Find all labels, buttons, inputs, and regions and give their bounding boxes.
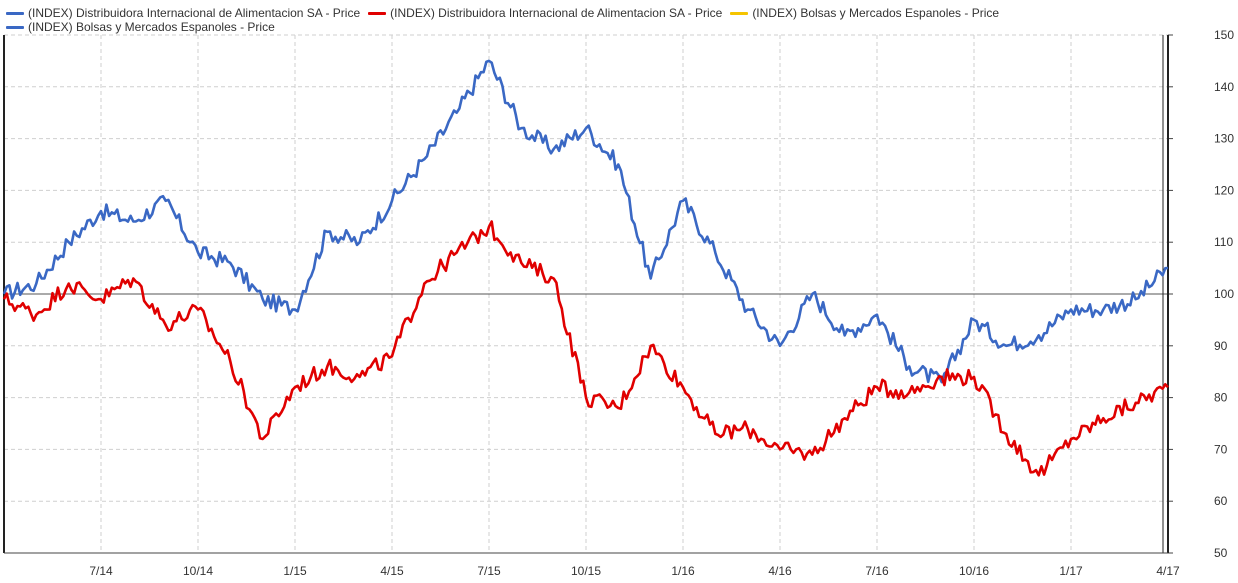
y-tick-label: 130 bbox=[1214, 132, 1234, 146]
x-tick-label: 1/15 bbox=[283, 564, 307, 578]
x-tick-label: 10/15 bbox=[571, 564, 601, 578]
y-tick-label: 70 bbox=[1214, 442, 1228, 456]
y-tick-label: 120 bbox=[1214, 183, 1234, 197]
x-tick-label: 4/15 bbox=[380, 564, 404, 578]
x-tick-label: 7/14 bbox=[89, 564, 113, 578]
y-tick-label: 110 bbox=[1214, 235, 1233, 249]
y-tick-label: 100 bbox=[1214, 287, 1234, 301]
legend-label: (INDEX) Distribuidora Internacional de A… bbox=[390, 6, 723, 20]
legend-swatch-yellow bbox=[730, 11, 749, 15]
y-tick-label: 140 bbox=[1214, 80, 1234, 94]
series-line bbox=[2, 59, 1169, 384]
legend-label: (INDEX) Bolsas y Mercados Espanoles - Pr… bbox=[28, 20, 275, 34]
legend-swatch-red bbox=[368, 11, 387, 15]
y-tick-label: 80 bbox=[1214, 391, 1228, 405]
x-tick-label: 10/14 bbox=[183, 564, 213, 578]
legend-label: (INDEX) Bolsas y Mercados Espanoles - Pr… bbox=[752, 6, 1000, 20]
chart-legend: (INDEX) Distribuidora Internacional de A… bbox=[6, 6, 1126, 34]
x-tick-label: 4/17 bbox=[1156, 564, 1180, 578]
legend-item[interactable]: (INDEX) Distribuidora Internacional de A… bbox=[368, 6, 722, 20]
x-tick-label: 4/16 bbox=[768, 564, 792, 578]
legend-item[interactable]: (INDEX) Distribuidora Internacional de A… bbox=[6, 6, 360, 20]
series-line bbox=[2, 220, 1169, 477]
y-tick-label: 90 bbox=[1214, 339, 1228, 353]
x-tick-label: 1/16 bbox=[671, 564, 695, 578]
x-tick-label: 7/16 bbox=[865, 564, 889, 578]
y-tick-label: 150 bbox=[1214, 28, 1234, 42]
x-tick-label: 1/17 bbox=[1059, 564, 1083, 578]
y-tick-label: 60 bbox=[1214, 494, 1228, 508]
x-tick-label: 10/16 bbox=[959, 564, 989, 578]
legend-swatch-blue bbox=[6, 11, 24, 15]
legend-item[interactable]: (INDEX) Bolsas y Mercados Espanoles - Pr… bbox=[6, 20, 275, 34]
x-tick-label: 7/15 bbox=[477, 564, 501, 578]
legend-item[interactable]: (INDEX) Bolsas y Mercados Espanoles - Pr… bbox=[730, 6, 999, 20]
legend-label: (INDEX) Distribuidora Internacional de A… bbox=[28, 6, 361, 20]
legend-swatch-blue bbox=[6, 25, 24, 29]
y-tick-label: 50 bbox=[1214, 546, 1228, 560]
